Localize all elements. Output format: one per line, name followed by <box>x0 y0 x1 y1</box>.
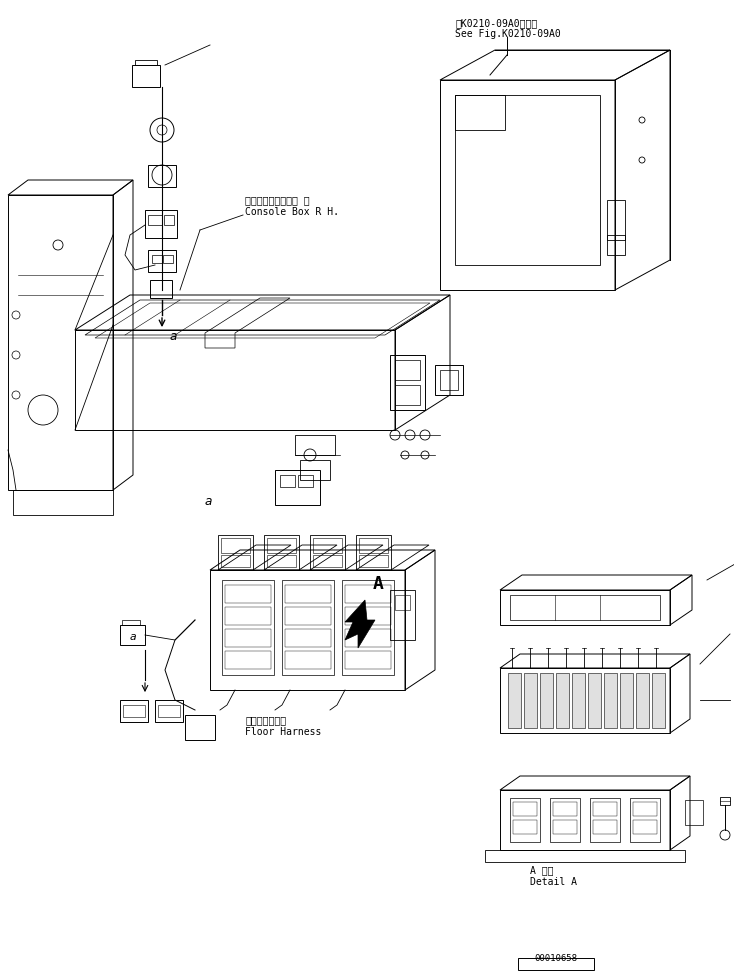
Text: Floor Harness: Floor Harness <box>245 727 321 737</box>
Polygon shape <box>652 673 665 728</box>
Text: a: a <box>205 495 213 508</box>
Polygon shape <box>345 600 375 648</box>
Text: Detail A: Detail A <box>530 877 577 887</box>
Polygon shape <box>508 673 521 728</box>
Polygon shape <box>540 673 553 728</box>
Polygon shape <box>620 673 633 728</box>
Text: コンソールボックス 右: コンソールボックス 右 <box>245 195 310 205</box>
Polygon shape <box>524 673 537 728</box>
Text: フロアハーネス: フロアハーネス <box>245 715 286 725</box>
Text: See Fig.K0210-09A0: See Fig.K0210-09A0 <box>455 29 561 39</box>
Polygon shape <box>556 673 569 728</box>
Text: a: a <box>170 330 178 343</box>
Text: A 詳細: A 詳細 <box>530 865 553 875</box>
Polygon shape <box>636 673 649 728</box>
Text: A: A <box>373 575 383 593</box>
Polygon shape <box>572 673 585 728</box>
Text: a: a <box>130 632 137 642</box>
Text: 00010658: 00010658 <box>534 954 578 963</box>
Polygon shape <box>588 673 601 728</box>
Text: 第K0210-09A0図参照: 第K0210-09A0図参照 <box>455 18 537 28</box>
Text: Console Box R H.: Console Box R H. <box>245 207 339 217</box>
Polygon shape <box>604 673 617 728</box>
